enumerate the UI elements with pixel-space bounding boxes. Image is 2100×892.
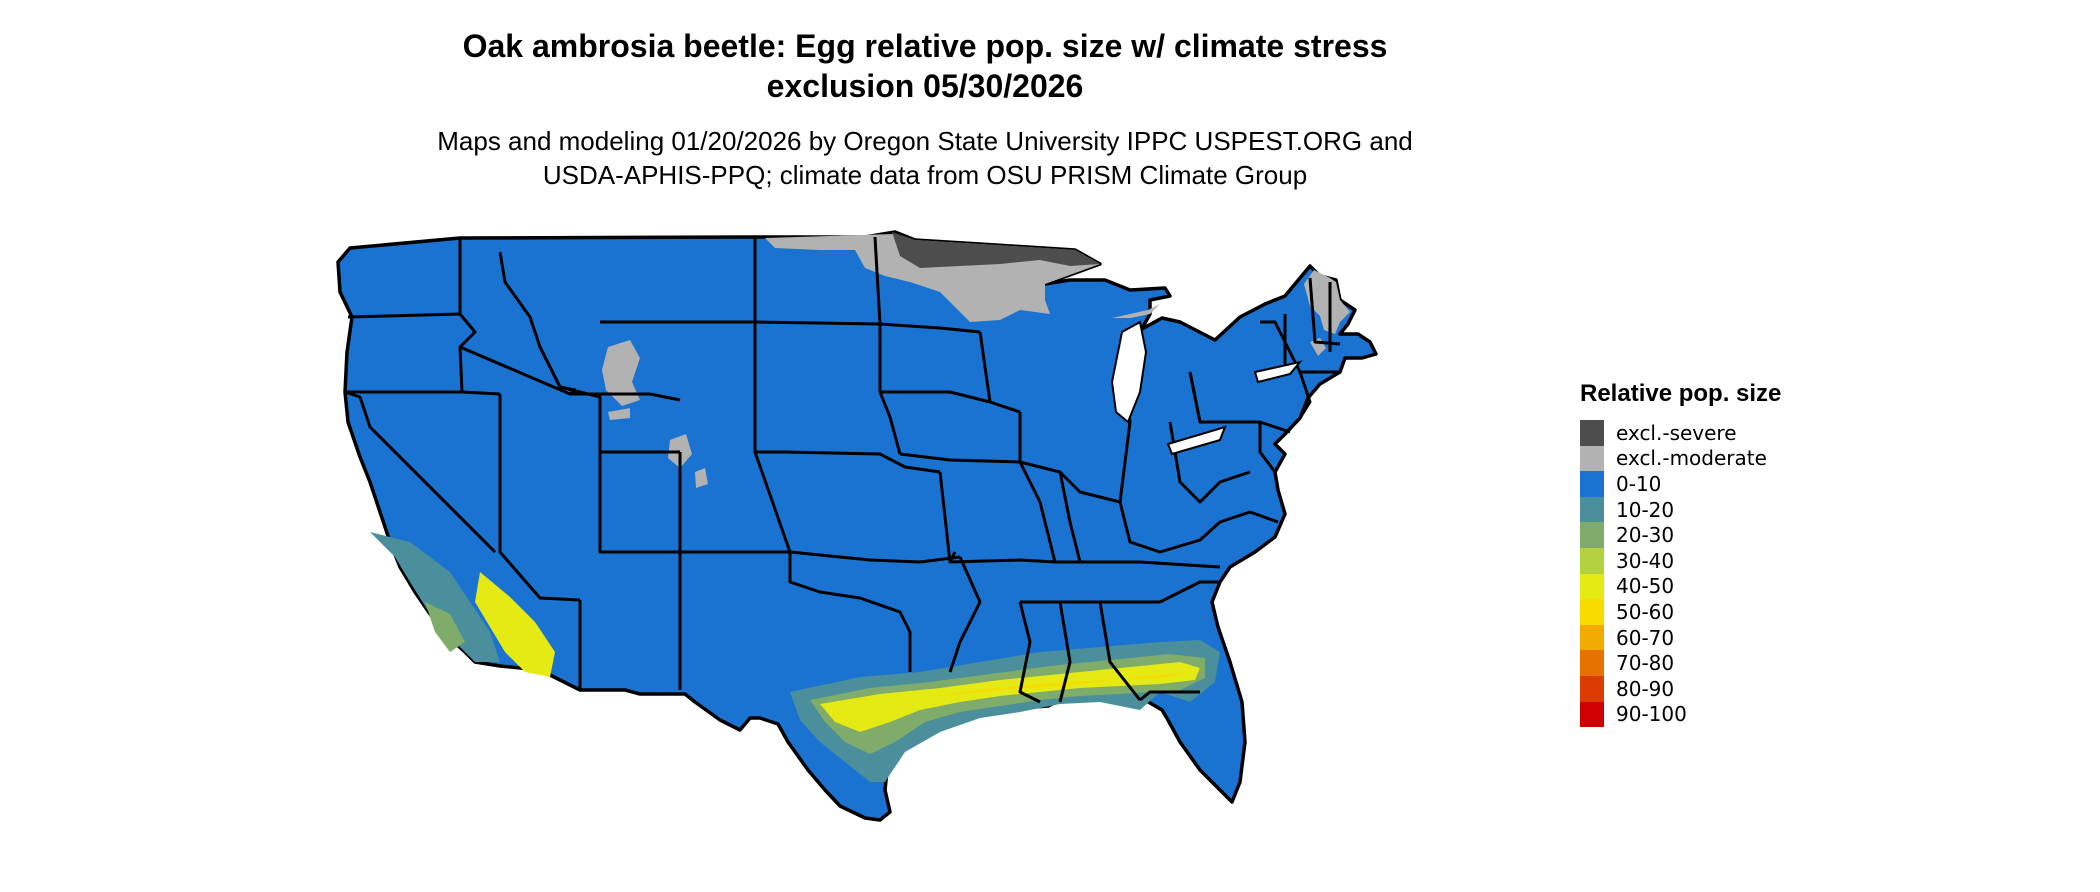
us-map xyxy=(336,230,1378,822)
legend-swatch xyxy=(1580,445,1604,472)
legend-item: 0-10 xyxy=(1580,471,1781,497)
map-subtitle-line-1: Maps and modeling 01/20/2026 by Oregon S… xyxy=(437,126,1413,156)
legend-item: 90-100 xyxy=(1580,701,1781,728)
legend-swatch xyxy=(1580,547,1604,574)
legend-item: 60-70 xyxy=(1580,624,1781,651)
legend-item: excl.-moderate xyxy=(1580,445,1781,472)
excl-severe-regions xyxy=(892,232,1100,268)
southern-population-bands xyxy=(370,532,1220,782)
legend-item: excl.-severe xyxy=(1580,420,1781,446)
legend-swatch xyxy=(1580,522,1604,548)
legend-swatch xyxy=(1580,599,1604,625)
legend-title: Relative pop. size xyxy=(1580,380,1782,407)
legend-swatch xyxy=(1580,471,1604,497)
map-title: Oak ambrosia beetle: Egg relative pop. s… xyxy=(0,26,1850,106)
legend-label: excl.-moderate xyxy=(1616,446,1767,471)
legend-swatch xyxy=(1580,496,1604,523)
legend-swatch xyxy=(1580,420,1604,446)
legend: Relative pop. size excl.-severe excl.-mo… xyxy=(1580,380,1782,728)
legend-label: 70-80 xyxy=(1616,651,1675,676)
legend-label: 20-30 xyxy=(1616,523,1675,548)
legend-item: 20-30 xyxy=(1580,522,1781,548)
legend-item: 40-50 xyxy=(1580,573,1781,600)
legend-label: 10-20 xyxy=(1616,497,1675,522)
legend-label: 0-10 xyxy=(1616,471,1662,496)
legend-label: 80-90 xyxy=(1616,676,1675,701)
legend-item: 50-60 xyxy=(1580,599,1781,625)
legend-swatch xyxy=(1580,675,1604,702)
legend-item: 30-40 xyxy=(1580,547,1781,574)
legend-item: 10-20 xyxy=(1580,496,1781,523)
legend-item: 70-80 xyxy=(1580,650,1781,676)
map-subtitle-line-2: USDA-APHIS-PPQ; climate data from OSU PR… xyxy=(542,160,1308,190)
legend-items: excl.-severe excl.-moderate 0-10 10-20 2… xyxy=(1580,420,1781,728)
legend-label: excl.-severe xyxy=(1616,420,1737,445)
legend-swatch xyxy=(1580,624,1604,651)
map-subtitle: Maps and modeling 01/20/2026 by Oregon S… xyxy=(0,124,1850,192)
legend-label: 60-70 xyxy=(1616,625,1675,650)
map-title-line-1: Oak ambrosia beetle: Egg relative pop. s… xyxy=(462,28,1388,64)
legend-item: 80-90 xyxy=(1580,675,1781,702)
map-title-line-2: exclusion 05/30/2026 xyxy=(766,68,1084,104)
great-lakes xyxy=(1110,320,1303,456)
legend-swatch xyxy=(1580,573,1604,600)
state-boundaries xyxy=(344,236,1341,704)
legend-label: 40-50 xyxy=(1616,574,1675,599)
legend-label: 30-40 xyxy=(1616,548,1675,573)
legend-label: 50-60 xyxy=(1616,599,1675,624)
legend-swatch xyxy=(1580,650,1604,676)
legend-label: 90-100 xyxy=(1616,702,1687,727)
legend-swatch xyxy=(1580,701,1604,728)
